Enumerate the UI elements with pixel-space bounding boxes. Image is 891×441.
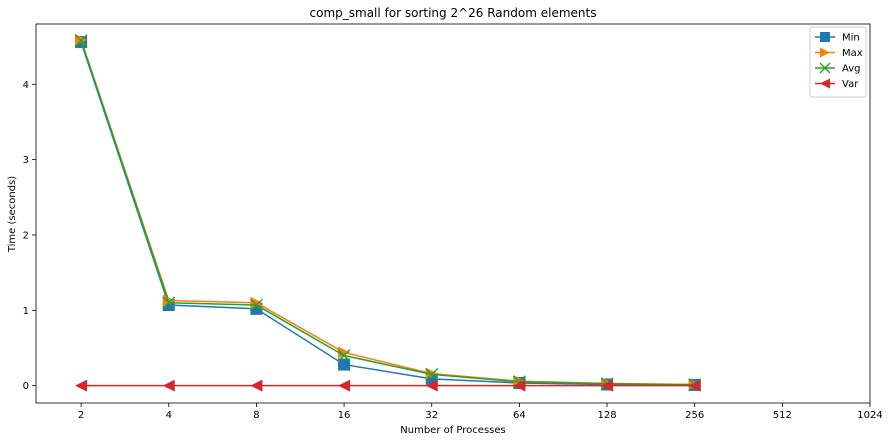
y-axis: 0 1 2 3 4: [23, 80, 36, 392]
legend-item: Var: [815, 78, 859, 90]
data-point: [425, 367, 439, 381]
chart-title: comp_small for sorting 2^26 Random eleme…: [310, 6, 597, 20]
data-point: [338, 346, 351, 359]
data-point: [74, 34, 88, 48]
y-tick-label: 4: [23, 80, 29, 91]
series-layer: [74, 33, 702, 392]
series-max: [75, 33, 701, 391]
legend-box: [809, 26, 867, 98]
x-tick-label: 2: [78, 410, 84, 421]
series-line: [80, 41, 695, 386]
legend-marker: [820, 47, 830, 58]
x-tick-label: 32: [425, 410, 438, 421]
data-point: [601, 379, 614, 392]
legend: Min Max Avg Var: [809, 26, 867, 98]
series-avg: [74, 34, 702, 392]
y-tick-label: 2: [23, 230, 29, 241]
x-tick-label: 16: [338, 410, 351, 421]
x-tick-label: 8: [253, 410, 259, 421]
y-axis-label: Time (seconds): [7, 176, 18, 253]
data-point: [338, 358, 351, 371]
data-point: [337, 349, 351, 363]
legend-item: Avg: [815, 62, 861, 75]
data-point: [250, 296, 263, 309]
data-point: [425, 379, 438, 392]
x-tick-label: 64: [513, 410, 526, 421]
data-point: [162, 379, 175, 392]
legend-marker: [820, 78, 830, 89]
x-axis: 2 4 8 16 32 64 128 256 512 1024: [78, 403, 883, 421]
data-point: [338, 379, 351, 392]
legend-marker: [820, 32, 830, 42]
legend-item: Min: [815, 32, 860, 44]
y-tick-label: 3: [23, 155, 29, 166]
legend-label: Min: [842, 33, 860, 44]
x-tick-label: 1024: [857, 410, 882, 421]
data-point: [250, 302, 263, 315]
series-min: [75, 36, 701, 391]
x-tick-label: 128: [597, 410, 616, 421]
legend-label: Max: [842, 48, 863, 59]
y-tick-label: 0: [23, 381, 29, 392]
data-point: [250, 379, 263, 392]
data-point: [249, 298, 263, 312]
legend-label: Avg: [842, 64, 861, 75]
legend-label: Var: [842, 79, 859, 90]
legend-marker: [819, 62, 831, 74]
legend-item: Max: [815, 47, 863, 59]
y-tick-label: 1: [23, 306, 29, 317]
x-tick-label: 4: [166, 410, 172, 421]
data-point: [75, 379, 88, 392]
plot-area: [35, 23, 871, 404]
series-line: [80, 40, 695, 386]
data-point: [513, 379, 526, 392]
x-axis-label: Number of Processes: [400, 425, 505, 436]
series-var: [75, 379, 701, 392]
series-line: [80, 39, 695, 386]
x-tick-label: 512: [773, 410, 792, 421]
data-point: [162, 296, 176, 310]
data-point: [688, 379, 701, 392]
x-tick-label: 256: [685, 410, 704, 421]
